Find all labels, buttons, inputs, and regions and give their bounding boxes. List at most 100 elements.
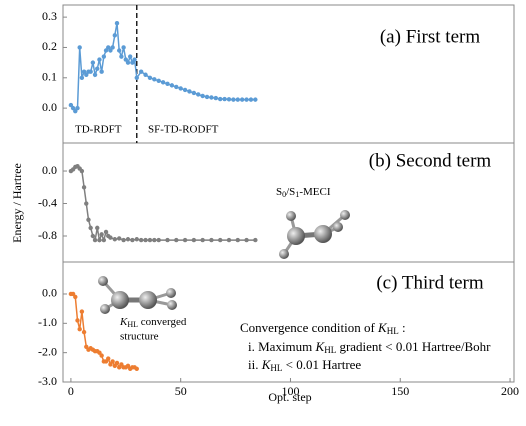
panel-title: (a) First term: [380, 26, 480, 47]
molecule: [98, 276, 177, 314]
x-tick-label: 100: [281, 384, 299, 398]
data-point: [209, 238, 213, 242]
data-point: [200, 238, 204, 242]
data-point: [102, 238, 106, 242]
data-point: [174, 85, 178, 89]
annotation: structure: [120, 331, 159, 343]
x-tick-label: 0: [68, 384, 74, 398]
data-point: [196, 92, 200, 96]
x-tick-label: 50: [175, 384, 187, 398]
y-tick-label: 0.0: [42, 163, 57, 177]
data-point: [80, 309, 84, 313]
molecule: [279, 210, 350, 259]
data-point: [110, 359, 114, 363]
data-point: [244, 97, 248, 101]
data-point: [121, 238, 125, 242]
annotation: i. Maximum KHL gradient < 0.01 Hartree/B…: [248, 339, 491, 355]
data-point: [88, 226, 92, 230]
data-point: [236, 238, 240, 242]
data-point: [97, 57, 101, 61]
y-tick-label: 0.2: [42, 39, 57, 53]
data-point: [75, 318, 79, 322]
data-point: [157, 79, 161, 83]
data-point: [253, 97, 257, 101]
data-point: [115, 21, 119, 25]
data-point: [148, 238, 152, 242]
data-point: [152, 238, 156, 242]
data-point: [236, 97, 240, 101]
data-point: [130, 238, 134, 242]
y-tick-label: 0.1: [42, 70, 57, 84]
chart: (a) First term TD-RDFT SF-TD-RODFT (b) S…: [0, 0, 526, 426]
data-point: [126, 237, 130, 241]
y-tick-label: -1.0: [38, 315, 57, 329]
data-point: [95, 66, 99, 70]
data-point: [192, 91, 196, 95]
data-point: [119, 54, 123, 58]
annotation: ii. KHL < 0.01 Hartree: [248, 357, 361, 373]
data-point: [253, 238, 257, 242]
data-point: [227, 238, 231, 242]
data-point: [84, 201, 88, 205]
data-point: [222, 97, 226, 101]
y-tick-label: 0.0: [42, 100, 57, 114]
y-axis-label: Energy / Hartree: [10, 163, 24, 243]
data-point: [99, 353, 103, 357]
data-point: [80, 76, 84, 80]
data-point: [117, 236, 121, 240]
y-tick-label: -2.0: [38, 344, 57, 358]
data-point: [110, 45, 114, 49]
data-point: [249, 97, 253, 101]
data-point: [218, 97, 222, 101]
data-point: [214, 96, 218, 100]
data-point: [108, 235, 112, 239]
y-tick-label: -0.8: [38, 228, 57, 242]
data-point: [135, 367, 139, 371]
data-point: [91, 60, 95, 64]
data-point: [178, 86, 182, 90]
data-point: [135, 237, 139, 241]
annotation: Convergence condition of KHL :: [240, 320, 406, 336]
data-point: [183, 88, 187, 92]
data-point: [75, 106, 79, 110]
data-point: [143, 73, 147, 77]
data-point: [93, 73, 97, 77]
data-point: [113, 33, 117, 37]
data-point: [148, 76, 152, 80]
data-point: [218, 238, 222, 242]
y-tick-label: 0.3: [42, 9, 57, 23]
data-point: [227, 97, 231, 101]
data-point: [165, 238, 169, 242]
data-point: [95, 226, 99, 230]
data-point: [231, 97, 235, 101]
data-point: [102, 54, 106, 58]
x-tick-label: 200: [501, 384, 519, 398]
data-point: [161, 80, 165, 84]
data-point: [73, 295, 77, 299]
data-point: [152, 77, 156, 81]
data-point: [99, 70, 103, 74]
data-point: [187, 89, 191, 93]
data-point: [143, 238, 147, 242]
annotation: TD-RDFT: [75, 124, 122, 136]
data-point: [128, 54, 132, 58]
data-point: [104, 230, 108, 234]
annotation: KHL converged: [119, 316, 187, 329]
data-point: [139, 238, 143, 242]
panel-title: (c) Third term: [376, 272, 483, 293]
y-tick-label: -3.0: [38, 374, 57, 388]
data-point: [106, 356, 110, 360]
data-point: [240, 97, 244, 101]
data-point: [115, 361, 119, 365]
x-tick-label: 150: [391, 384, 409, 398]
data-point: [91, 234, 95, 238]
annotation: S0/S1-MECI: [276, 186, 331, 199]
data-point: [82, 330, 86, 334]
data-point: [82, 185, 86, 189]
data-point: [200, 94, 204, 98]
data-point: [139, 70, 143, 74]
data-point: [170, 83, 174, 87]
data-point: [77, 45, 81, 49]
data-point: [132, 57, 136, 61]
annotation: SF-TD-RODFT: [148, 124, 219, 136]
